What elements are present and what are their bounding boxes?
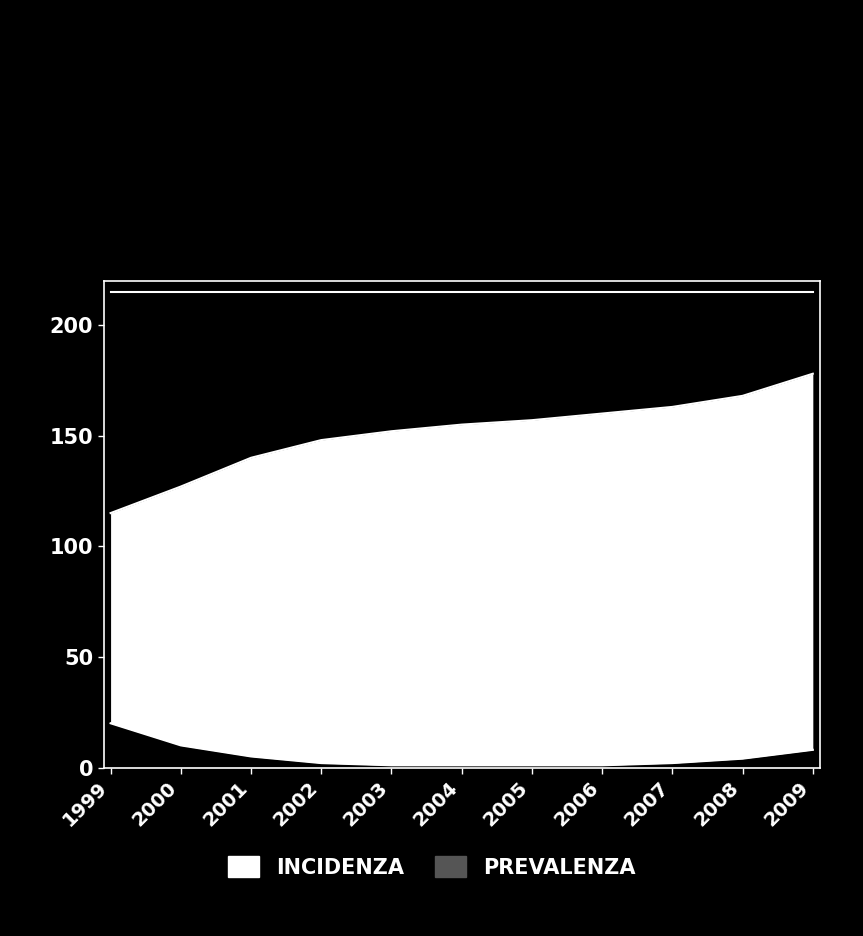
Legend: INCIDENZA, PREVALENZA: INCIDENZA, PREVALENZA bbox=[217, 845, 646, 888]
